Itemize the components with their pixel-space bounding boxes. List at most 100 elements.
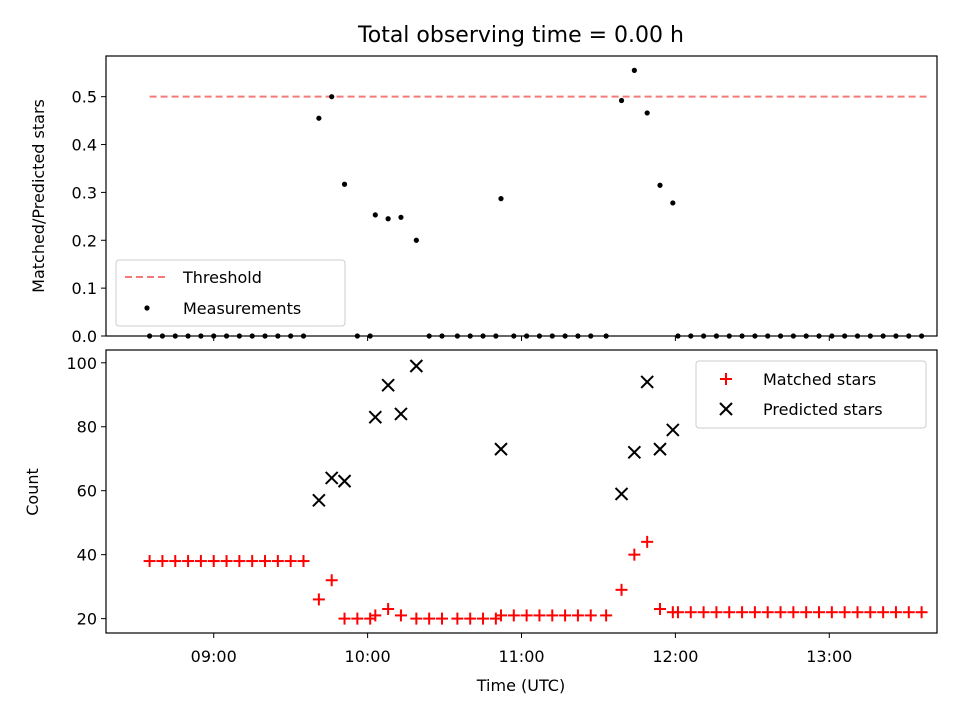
x-tick-label-0: 09:00 [191, 647, 237, 666]
top-legend: Threshold Measurements [115, 259, 346, 327]
predicted-star-b-0 [312, 493, 326, 508]
matched-star-39 [641, 535, 654, 548]
top-legend-measurements-label: Measurements [183, 299, 301, 318]
measurement-point-39 [644, 110, 650, 116]
matched-star-55 [838, 606, 851, 619]
matched-star-24 [451, 612, 464, 625]
matched-star-46 [723, 606, 736, 619]
matched-star-58 [877, 606, 890, 619]
predicted-star-b-5 [394, 407, 408, 421]
matched-star-19 [382, 603, 395, 616]
matched-star-20 [394, 609, 407, 622]
bottom-legend-predicted-label: Predicted stars [763, 400, 883, 419]
bottom-y-tick-label-4: 100 [66, 354, 97, 373]
predicted-star-b-8 [614, 487, 629, 501]
matched-star-33 [559, 609, 572, 622]
predicted-star-8 [614, 487, 629, 501]
predicted-star-b-1 [324, 471, 339, 485]
predicted-star-3 [368, 410, 383, 424]
matched-star-13 [312, 593, 325, 606]
measurement-point-18 [372, 212, 378, 218]
matched-star-40 [654, 603, 666, 616]
bottom-y-tick-label-0: 20 [77, 610, 97, 629]
top-axes-frame [105, 55, 938, 337]
matched-star-34 [571, 609, 584, 622]
bottom-legend: Matched stars Predicted stars [695, 360, 927, 429]
matched-star-16 [351, 612, 364, 625]
measurement-point-21 [413, 237, 419, 243]
predicted-star-10 [640, 375, 654, 389]
matched-star-26 [477, 612, 490, 625]
matched-star-45 [710, 606, 723, 619]
predicted-star-4 [381, 378, 395, 392]
measurement-point-14 [329, 94, 335, 100]
bottom-panel: 20 40 60 80 100 09:00 10:00 11:00 12:00 13:00 Co… [23, 349, 938, 695]
matched-star-11 [284, 555, 297, 568]
predicted-star-7 [494, 442, 508, 456]
matched-star-14 [325, 574, 338, 587]
matched-star-29 [507, 609, 520, 622]
predicted-star-b-12 [666, 423, 680, 437]
top-y-tick-label-4: 0.4 [72, 136, 97, 155]
top-y-tick-label-2: 0.2 [72, 231, 97, 250]
x-tick-label-3: 12:00 [652, 647, 698, 666]
matched-star-57 [864, 606, 877, 619]
matched-star-56 [851, 606, 864, 619]
predicted-star-b-10 [640, 375, 654, 389]
top-legend-measurements-swatch [144, 305, 150, 311]
matched-star-18 [369, 609, 382, 622]
measurement-point-37 [618, 97, 625, 104]
measurement-point-13 [316, 115, 322, 121]
matched-star-10 [271, 555, 284, 568]
matched-star-3 [182, 555, 195, 568]
x-tick-label-2: 11:00 [498, 647, 544, 666]
matched-star-15 [338, 612, 351, 625]
matched-star-47 [736, 606, 749, 619]
matched-star-31 [533, 609, 546, 622]
predicted-star-b-4 [381, 378, 395, 392]
matched-star-48 [748, 606, 761, 619]
matched-star-53 [813, 606, 826, 619]
matched-star-21 [410, 612, 423, 625]
matched-star-49 [761, 606, 774, 619]
predicted-star-b-9 [627, 445, 642, 460]
predicted-star-b-2 [337, 474, 352, 488]
matched-star-32 [546, 609, 559, 622]
x-tick-label-4: 13:00 [806, 647, 852, 666]
predicted-star-b-7 [494, 442, 508, 456]
measurement-point-38 [631, 67, 637, 73]
matched-star-37 [615, 583, 628, 596]
bottom-axes-frame [105, 349, 938, 634]
top-legend-threshold-label: Threshold [182, 268, 262, 287]
matched-star-35 [584, 609, 597, 622]
x-axis-label: Time (UTC) [476, 676, 565, 695]
matched-star-44 [697, 606, 710, 619]
bottom-y-ticks: 20 40 60 80 100 [66, 354, 106, 629]
top-y-axis-label: Matched/Predicted stars [29, 99, 48, 293]
matched-star-43 [684, 606, 697, 619]
matched-star-22 [423, 612, 436, 625]
matched-star-38 [628, 548, 641, 561]
bottom-legend-predicted-swatch [719, 402, 733, 416]
top-legend-box [115, 259, 346, 327]
matched-star-5 [207, 555, 220, 568]
matched-star-9 [259, 555, 272, 568]
matched-star-36 [600, 609, 613, 622]
bottom-plot-marks [143, 359, 928, 625]
predicted-star-9 [627, 445, 642, 460]
matched-star-52 [800, 606, 813, 619]
matched-star-42 [671, 606, 684, 619]
measurement-point-28 [498, 196, 504, 202]
predicted-star-1 [324, 471, 339, 485]
matched-star-28 [494, 609, 507, 622]
matched-star-50 [774, 606, 787, 619]
matched-star-23 [435, 612, 448, 625]
predicted-star-12 [666, 423, 680, 437]
predicted-star-b-3 [368, 410, 383, 424]
matched-star-1 [156, 555, 169, 568]
predicted-star-5 [394, 407, 408, 421]
matched-star-54 [825, 606, 838, 619]
top-y-tick-label-3: 0.3 [72, 183, 97, 202]
matched-star-59 [889, 606, 902, 619]
